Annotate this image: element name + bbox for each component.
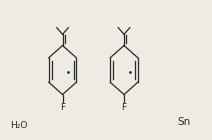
Text: H₂O: H₂O bbox=[11, 122, 28, 130]
Text: Sn: Sn bbox=[178, 117, 191, 127]
Text: F: F bbox=[60, 103, 65, 112]
Text: F: F bbox=[121, 103, 127, 112]
